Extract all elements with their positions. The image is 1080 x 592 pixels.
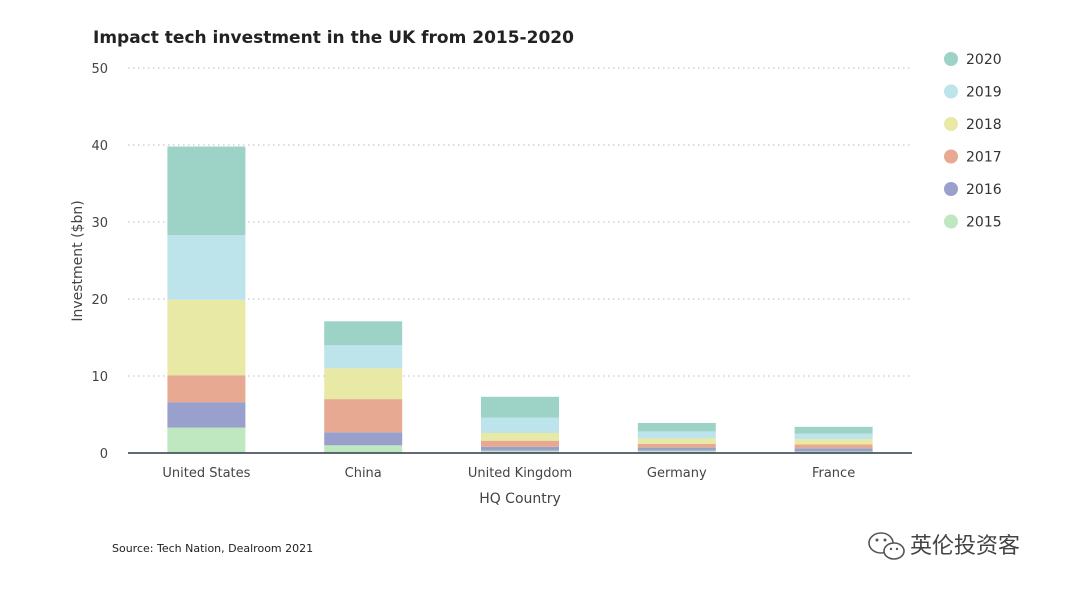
legend-swatch: [944, 52, 958, 66]
legend-swatch: [944, 182, 958, 196]
legend-swatch: [944, 84, 958, 99]
x-tick-label: Germany: [647, 466, 707, 481]
legend-label: 2018: [966, 117, 1002, 133]
legend-item-2019: 2019: [944, 84, 1002, 101]
bar-segment-2017: [794, 444, 873, 449]
legend-item-2015: 2015: [944, 214, 1002, 231]
bar-segment-2018: [167, 299, 246, 376]
bar-segment-2018: [324, 368, 403, 400]
bar-segment-2016: [637, 447, 716, 451]
bar-segment-2015: [794, 451, 873, 453]
bar-stack-france: [794, 426, 873, 453]
bar-segment-2015: [481, 450, 559, 453]
bar-stack-china: [324, 321, 403, 453]
legend-label: 2016: [966, 182, 1002, 198]
bar-stack-united-states: [167, 146, 246, 453]
bar-segment-2019: [794, 433, 873, 440]
legend: 2020 2019 2018 2017 2016 2015: [944, 52, 1002, 231]
bar-segment-2017: [481, 440, 559, 447]
bar-segment-2020: [637, 422, 716, 432]
bar-segment-2018: [794, 439, 873, 445]
bar-segment-2015: [167, 427, 246, 453]
legend-swatch: [944, 149, 958, 164]
bar-segment-2016: [167, 402, 246, 428]
bar-segment-2017: [637, 443, 716, 448]
bar-segment-2016: [324, 432, 403, 446]
bar-segment-2015: [637, 450, 716, 453]
y-axis-ticks: 0 10 20 30 40 50: [91, 62, 108, 462]
y-tick-label: 30: [91, 216, 108, 231]
legend-swatch: [944, 117, 958, 131]
legend-item-2016: 2016: [944, 182, 1002, 198]
x-axis-ticks: United States China United Kingdom Germany F…: [162, 466, 855, 481]
legend-label: 2020: [966, 52, 1002, 68]
bar-stack-united-kingdom: [481, 396, 559, 453]
legend-swatch: [944, 214, 958, 229]
legend-label: 2017: [966, 150, 1002, 166]
y-tick-label: 10: [91, 370, 108, 385]
bar-segment-2020: [481, 396, 559, 418]
bar-segment-2018: [481, 432, 559, 441]
bar-stack-germany: [637, 422, 716, 453]
y-tick-label: 40: [91, 139, 108, 154]
grid-lines: [128, 67, 912, 377]
bars: [167, 146, 873, 453]
bar-segment-2020: [794, 426, 873, 434]
watermark: 英伦投资客: [868, 532, 1020, 560]
x-tick-label: United States: [162, 466, 250, 481]
y-tick-label: 50: [91, 62, 108, 77]
legend-item-2017: 2017: [944, 149, 1002, 166]
source-note: Source: Tech Nation, Dealroom 2021: [112, 542, 313, 555]
bar-segment-2016: [794, 448, 873, 452]
bar-segment-2019: [167, 235, 246, 300]
legend-label: 2015: [966, 215, 1002, 231]
x-tick-label: United Kingdom: [468, 466, 572, 481]
y-tick-label: 0: [100, 447, 108, 462]
y-tick-label: 20: [91, 293, 108, 308]
bar-segment-2020: [324, 321, 403, 346]
bar-segment-2017: [167, 375, 246, 403]
bar-segment-2020: [167, 146, 246, 236]
legend-item-2020: 2020: [944, 52, 1002, 68]
wechat-icon: [868, 532, 905, 560]
bar-segment-2019: [324, 345, 403, 369]
bar-segment-2019: [637, 431, 716, 439]
bar-segment-2018: [637, 438, 716, 444]
bar-segment-2019: [481, 417, 559, 433]
legend-item-2018: 2018: [944, 117, 1002, 133]
x-tick-label: France: [812, 466, 855, 481]
bar-segment-2016: [481, 446, 559, 451]
chart-title: Impact tech investment in the UK from 20…: [93, 28, 574, 48]
y-axis-label: Investment ($bn): [70, 200, 86, 321]
x-tick-label: China: [345, 466, 382, 481]
legend-label: 2019: [966, 85, 1002, 101]
watermark-text: 英伦投资客: [910, 534, 1020, 559]
x-axis-label: HQ Country: [479, 491, 561, 507]
bar-segment-2017: [324, 399, 403, 433]
bar-segment-2015: [324, 445, 403, 453]
